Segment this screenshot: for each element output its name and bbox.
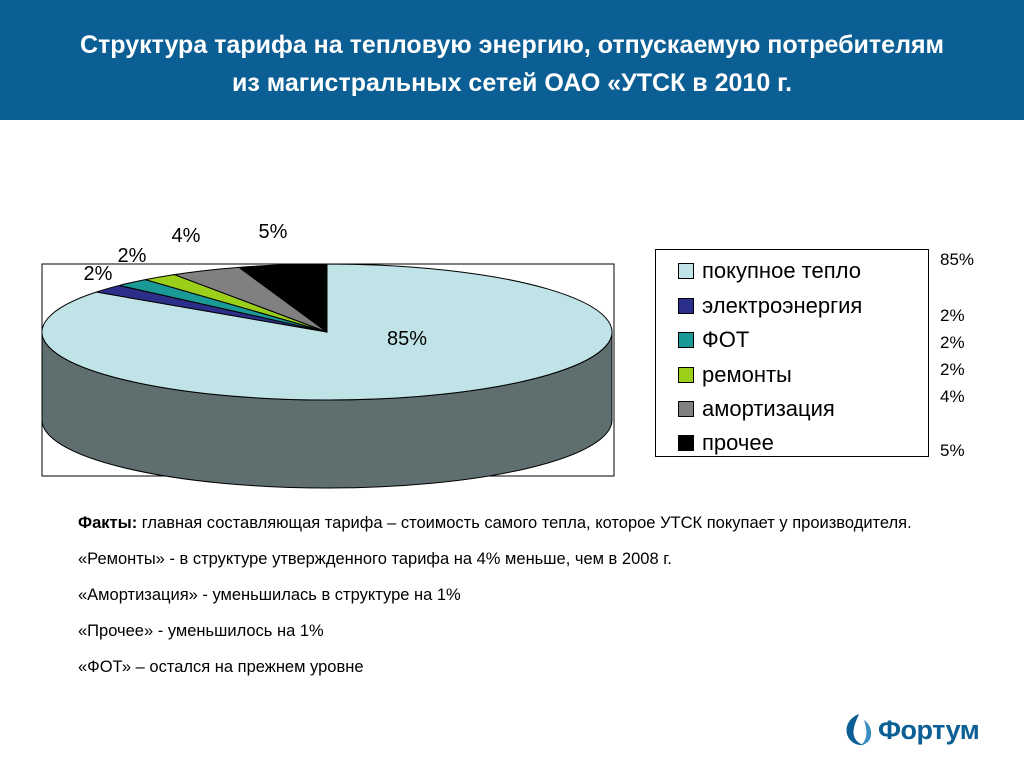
pie-data-label-4: 4% <box>172 225 201 247</box>
facts-line-4: «Прочее» - уменьшилось на 1% <box>78 622 324 640</box>
pie-top-faces <box>41 263 613 401</box>
legend-swatch-0 <box>678 263 694 279</box>
side-percent-5: 5% <box>940 441 965 460</box>
fortum-logo: Фортум <box>842 712 980 748</box>
pie-data-label-5: 5% <box>259 221 288 243</box>
legend-swatch-4 <box>678 401 694 417</box>
legend-item-4: амортизация <box>678 394 835 424</box>
legend-swatch-2 <box>678 332 694 348</box>
legend-item-5: прочее <box>678 428 774 458</box>
fortum-logo-icon <box>846 714 872 746</box>
fortum-logo-text: Фортум <box>878 714 980 745</box>
legend-swatch-5 <box>678 435 694 451</box>
legend-item-2: ФОТ <box>678 325 749 355</box>
legend-item-0: покупное тепло <box>678 256 861 286</box>
page-title: Структура тарифа на тепловую энергию, от… <box>0 26 1024 102</box>
facts-heading: Факты: <box>78 514 138 532</box>
page-title-line1: Структура тарифа на тепловую энергию, от… <box>79 31 945 59</box>
facts-line-2: «Ремонты» - в структуре утвержденного та… <box>78 550 672 568</box>
facts-line-1: Факты: главная составляющая тарифа – сто… <box>78 512 978 534</box>
chart-legend: покупное тепло электроэнергия ФОТ ремонты ам… <box>655 249 929 457</box>
legend-item-3: ремонты <box>678 360 792 390</box>
pie-data-label-2: 2% <box>118 245 147 267</box>
pie-data-label-0: 85% <box>387 328 427 350</box>
legend-swatch-3 <box>678 367 694 383</box>
side-percent-4: 4% <box>940 387 965 406</box>
side-percent-0: 85% <box>940 250 975 269</box>
pie-layer: 85% 2%2% 4% 5% <box>41 221 613 489</box>
legend-label-4: амортизация <box>702 396 835 421</box>
header-banner: Структура тарифа на тепловую энергию, от… <box>0 0 1024 120</box>
legend-label-1: электроэнергия <box>702 293 863 318</box>
side-percent-2: 2% <box>940 333 965 352</box>
legend-swatch-1 <box>678 298 694 314</box>
side-percent-1: 2% <box>940 306 965 325</box>
page-title-line2: из магистральных сетей ОАО «УТСК в 2010 … <box>231 69 793 97</box>
facts-line-3: «Амортизация» - уменьшилась в структуре … <box>78 586 461 604</box>
legend-item-1: электроэнергия <box>678 291 862 321</box>
legend-label-5: прочее <box>702 430 774 455</box>
facts-section: Факты: главная составляющая тарифа – сто… <box>78 512 978 692</box>
pie-slice-5 <box>237 263 328 333</box>
legend-label-3: ремонты <box>702 362 792 387</box>
side-percent-3: 2% <box>940 360 965 379</box>
facts-line-1-text: главная составляющая тарифа – стоимость … <box>137 514 912 532</box>
pie-data-label-1: 2% <box>84 263 113 285</box>
legend-label-2: ФОТ <box>702 327 750 352</box>
facts-line-5: «ФОТ» – остался на прежнем уровне <box>78 658 364 676</box>
legend-label-0: покупное тепло <box>702 258 861 283</box>
